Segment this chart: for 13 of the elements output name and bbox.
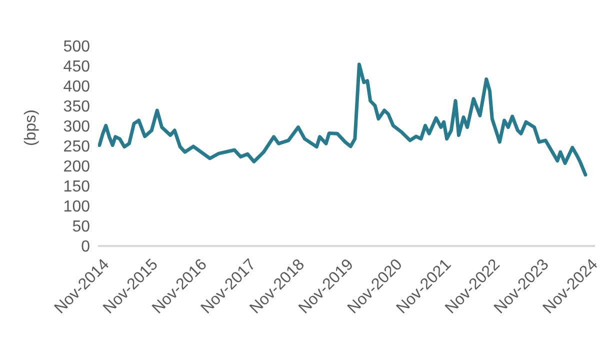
- y-tick-label: 500: [63, 38, 90, 56]
- y-tick-label: 0: [81, 238, 90, 256]
- y-tick-label: 400: [63, 78, 90, 96]
- y-tick-label: 450: [63, 58, 90, 76]
- y-tick-label: 250: [63, 138, 90, 156]
- y-tick-label: 100: [63, 198, 90, 216]
- y-tick-label: 350: [63, 98, 90, 116]
- y-tick-label: 150: [63, 178, 90, 196]
- line-series: [98, 62, 588, 177]
- y-tick-label: 300: [63, 118, 90, 136]
- y-tick-label: 50: [72, 218, 90, 236]
- y-tick-label: 200: [63, 158, 90, 176]
- y-axis-title: (bps): [22, 110, 40, 146]
